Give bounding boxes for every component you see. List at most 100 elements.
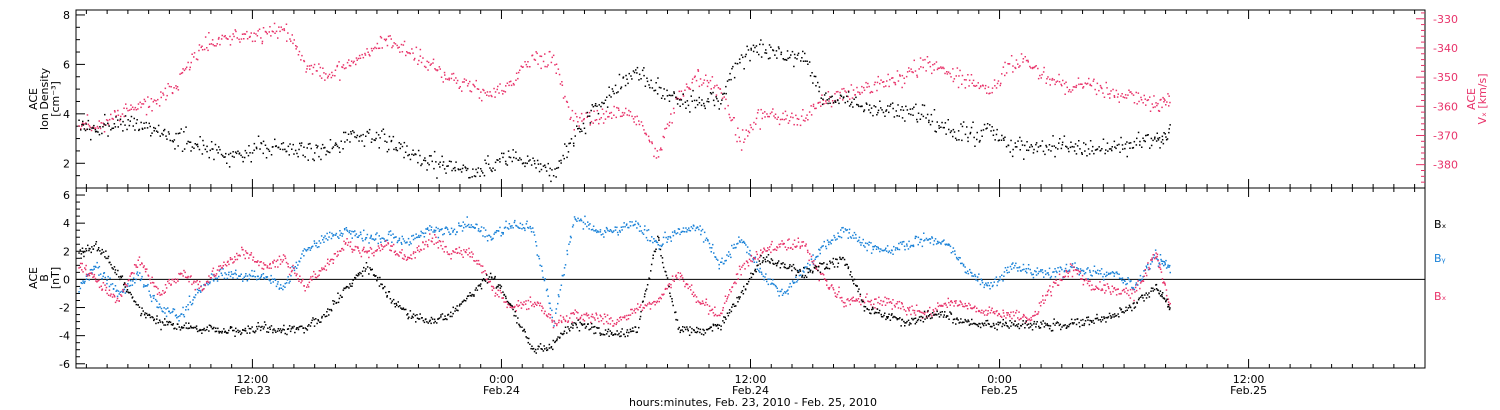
data-point-ion-density <box>113 123 116 125</box>
data-point-bx <box>385 291 387 294</box>
data-point-by <box>354 230 356 232</box>
data-point-vx <box>952 68 954 70</box>
data-point-by <box>270 282 272 284</box>
data-point-by <box>95 266 97 268</box>
data-point-by <box>671 231 674 233</box>
data-point-vx <box>162 92 164 94</box>
data-point-vx <box>1147 99 1150 101</box>
data-point-by <box>1076 267 1078 269</box>
data-point-by <box>332 234 335 236</box>
data-point-ion-density <box>373 139 375 141</box>
data-point-bz <box>1034 314 1036 316</box>
data-point-by <box>833 234 835 237</box>
data-point-ion-density <box>933 109 936 111</box>
data-point-vx <box>277 37 279 39</box>
data-point-by <box>901 243 903 245</box>
data-point-vx <box>253 32 255 34</box>
data-point-ion-density <box>529 159 531 161</box>
data-point-bz <box>841 296 843 299</box>
data-point-bx <box>140 312 143 315</box>
data-point-bz <box>1040 301 1042 303</box>
data-point-by <box>1121 279 1123 282</box>
data-point-bz <box>1111 285 1113 287</box>
data-point-bz <box>693 295 695 298</box>
data-point-ion-density <box>255 147 258 150</box>
data-point-vx <box>334 75 336 77</box>
data-point-bx <box>361 270 364 272</box>
data-point-ion-density <box>865 102 868 104</box>
data-point-bz <box>490 285 493 288</box>
data-point-bz <box>321 268 323 271</box>
data-point-bz <box>390 249 392 252</box>
data-point-ion-density <box>395 147 397 149</box>
data-point-bz <box>600 315 602 318</box>
data-point-by <box>748 253 750 255</box>
data-point-by <box>885 247 887 250</box>
data-point-bz <box>491 289 494 291</box>
data-point-vx <box>126 107 128 110</box>
data-point-ion-density <box>409 158 412 161</box>
data-point-by <box>837 232 839 234</box>
data-point-bz <box>135 264 137 266</box>
data-point-ion-density <box>526 155 529 157</box>
data-point-ion-density <box>624 84 627 87</box>
data-point-by <box>525 223 528 225</box>
data-point-by <box>140 278 143 280</box>
data-point-by <box>225 273 227 276</box>
data-point-by <box>395 236 397 238</box>
data-point-vx <box>229 35 231 38</box>
data-point-ion-density <box>1152 139 1154 142</box>
data-point-bz <box>471 256 473 258</box>
data-point-ion-density <box>519 157 521 159</box>
data-point-bz <box>359 252 361 254</box>
data-point-bz <box>242 248 244 251</box>
data-point-bz <box>380 243 382 246</box>
data-point-by <box>425 228 427 230</box>
data-point-by <box>1013 267 1015 269</box>
data-point-vx <box>956 67 959 69</box>
data-point-vx <box>914 70 917 72</box>
data-point-bx <box>263 326 265 328</box>
data-point-ion-density <box>1111 146 1113 148</box>
data-point-by <box>580 218 582 220</box>
data-point-by <box>576 220 578 222</box>
data-point-vx <box>885 85 887 87</box>
data-point-bz <box>677 272 679 274</box>
data-point-bz <box>1057 284 1060 286</box>
data-point-bz <box>273 259 275 262</box>
data-point-bx <box>358 274 360 276</box>
data-point-by <box>786 290 788 292</box>
data-point-by <box>917 243 919 246</box>
data-point-ion-density <box>764 52 766 54</box>
data-point-ion-density <box>879 100 881 102</box>
data-point-bz <box>1154 257 1156 260</box>
data-point-by <box>795 276 797 278</box>
data-point-by <box>245 273 247 275</box>
data-point-bz <box>509 306 511 308</box>
data-point-bz <box>947 297 949 300</box>
data-point-vx <box>952 80 955 83</box>
data-point-ion-density <box>218 146 220 148</box>
data-point-vx <box>601 108 604 110</box>
data-point-by <box>749 249 751 252</box>
data-point-vx <box>888 85 890 88</box>
data-point-bz <box>825 279 827 281</box>
data-point-bz <box>357 247 359 249</box>
data-point-by <box>1042 271 1044 274</box>
data-point-by <box>527 226 529 229</box>
data-point-ion-density <box>126 128 128 131</box>
data-point-bx <box>281 329 283 332</box>
data-point-vx <box>586 116 588 118</box>
data-point-by <box>1050 275 1053 278</box>
data-point-ion-density <box>420 164 422 167</box>
data-point-ion-density <box>627 82 629 85</box>
data-point-ion-density <box>554 168 556 170</box>
data-point-by <box>494 231 496 234</box>
data-point-bz <box>141 263 143 265</box>
data-point-ion-density <box>1016 146 1018 148</box>
data-point-bz <box>588 317 590 319</box>
data-point-by <box>991 285 994 288</box>
data-point-ion-density <box>869 111 872 114</box>
data-point-by <box>853 231 856 234</box>
data-point-by <box>280 287 283 289</box>
